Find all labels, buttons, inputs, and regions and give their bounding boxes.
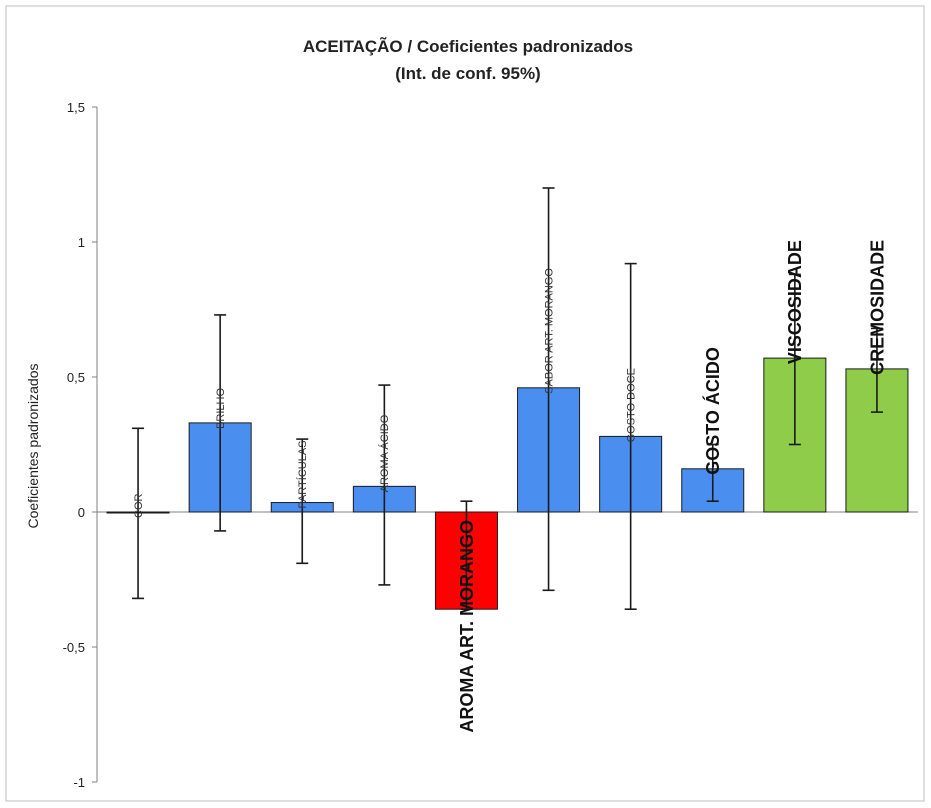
category-label: CREMOSIDADE (867, 240, 887, 375)
category-label: AROMA ÁCIDO (378, 414, 391, 492)
y-tick-label: -0,5 (63, 640, 85, 655)
category-label: COR (133, 494, 145, 519)
y-tick-label: 1 (78, 235, 85, 250)
y-tick-label: -1 (73, 775, 85, 790)
category-label: AROMA ART. MORANGO (457, 520, 477, 733)
y-tick-label: 0,5 (67, 370, 85, 385)
y-tick-label: 1,5 (67, 100, 85, 115)
category-label: BRILHO (215, 388, 227, 429)
category-label: GOSTO ÁCIDO (702, 347, 723, 475)
chart-title: ACEITAÇÃO / Coeficientes padronizados (303, 36, 633, 56)
category-label: GOSTO DOCE (626, 368, 638, 442)
category-label: VISCOSIDADE (785, 240, 805, 364)
category-label: PARTÍCULAS (296, 440, 309, 508)
category-label: SABOR ART. MORANGO (543, 268, 555, 394)
y-tick-label: 0 (78, 505, 85, 520)
category-labels: COR BRILHO PARTÍCULAS AROMA ÁCIDO AROMA ART.… (133, 240, 887, 733)
chart-subtitle: (Int. de conf. 95%) (395, 64, 540, 83)
error-bars (132, 187, 883, 611)
y-axis-label: Coeficientes padronizados (25, 364, 41, 529)
